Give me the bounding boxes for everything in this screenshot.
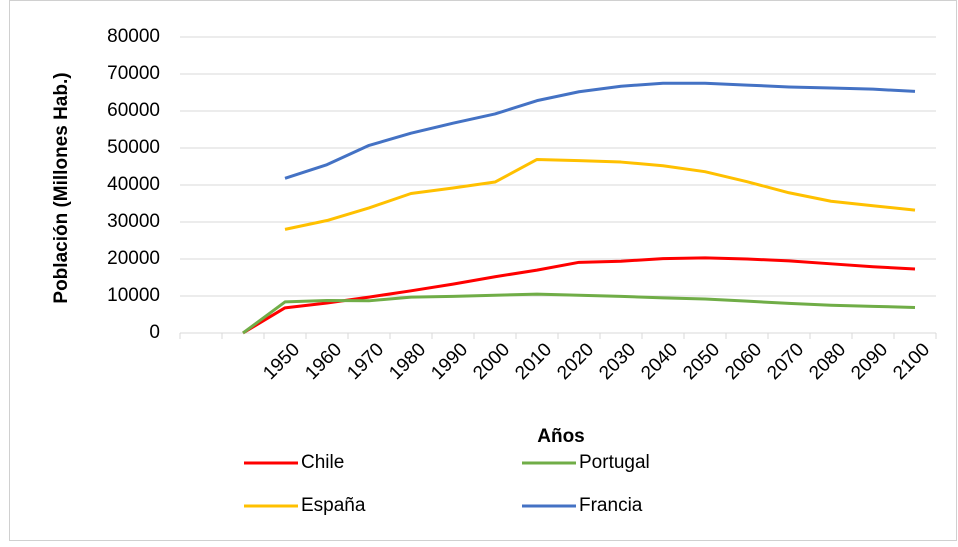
y-tick-label: 50000 <box>107 137 160 158</box>
y-tick-label: 80000 <box>107 26 160 47</box>
x-axis-label: Años <box>537 426 585 447</box>
y-axis-label: Población (Millones Hab.) <box>51 72 72 303</box>
series-line <box>284 157 916 231</box>
chart-frame <box>9 0 957 541</box>
y-tick-label: 0 <box>149 322 160 343</box>
series-line <box>242 292 916 335</box>
series-line <box>284 81 916 180</box>
y-tick-label: 20000 <box>107 248 160 269</box>
y-tick-label: 40000 <box>107 174 160 195</box>
y-tick-label: 10000 <box>107 285 160 306</box>
y-tick-label: 70000 <box>107 63 160 84</box>
legend-label: Portugal <box>579 452 650 473</box>
legend-label: Francia <box>579 495 643 516</box>
legend-label: España <box>301 495 366 516</box>
series-line <box>242 256 916 335</box>
y-tick-label: 30000 <box>107 211 160 232</box>
y-tick-label: 60000 <box>107 100 160 121</box>
legend-label: Chile <box>301 452 344 473</box>
